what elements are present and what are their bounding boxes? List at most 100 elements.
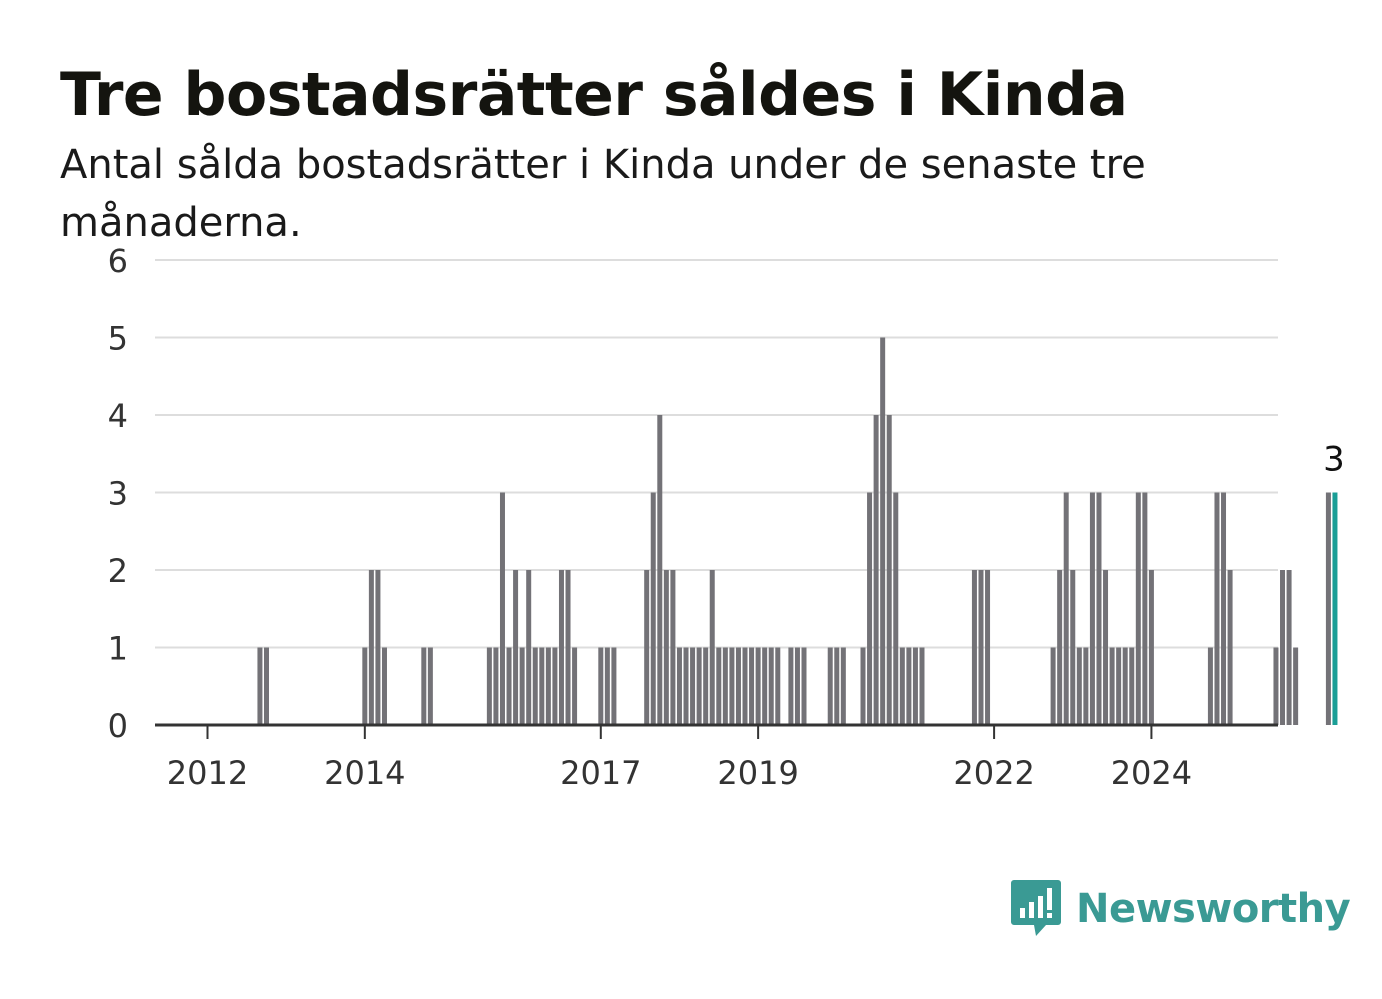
- bar: [565, 570, 571, 725]
- bar: [899, 647, 905, 725]
- bar: [1083, 647, 1089, 725]
- y-tick-label: 2: [108, 552, 128, 590]
- bar: [834, 647, 840, 725]
- x-axis: 2012 2014 2017 2019 2022 2024: [155, 723, 1278, 792]
- bar: [729, 647, 735, 725]
- bars: [257, 337, 1338, 725]
- bar: [644, 570, 650, 725]
- y-tick-label: 5: [108, 320, 128, 358]
- bar: [762, 647, 768, 725]
- x-tick-label: 2014: [324, 754, 405, 792]
- data-labels: 3: [1323, 440, 1345, 480]
- bar: [1214, 492, 1220, 725]
- bar: [1135, 492, 1141, 725]
- bar: [690, 647, 696, 725]
- highlight-bar: [1332, 492, 1338, 725]
- y-tick-label: 3: [108, 475, 128, 513]
- bar: [1089, 492, 1095, 725]
- brand-name: Newsworthy: [1076, 886, 1351, 932]
- bar: [1050, 647, 1056, 725]
- bar: [788, 647, 794, 725]
- bar: [683, 647, 689, 725]
- bar: [775, 647, 781, 725]
- bar: [735, 647, 741, 725]
- bar: [840, 647, 846, 725]
- bar: [1293, 647, 1299, 725]
- bar: [867, 492, 873, 725]
- bar: [545, 647, 551, 725]
- bar: [657, 415, 663, 725]
- bar: [375, 570, 381, 725]
- bar: [1280, 570, 1286, 725]
- bar: [873, 415, 879, 725]
- bar: [709, 570, 715, 725]
- bar: [716, 647, 722, 725]
- bar: [880, 337, 886, 725]
- bar: [486, 647, 492, 725]
- bar: [886, 415, 892, 725]
- bar: [1148, 570, 1154, 725]
- bar: [1116, 647, 1122, 725]
- bar: [670, 570, 676, 725]
- bar: [499, 492, 505, 725]
- bar: [1109, 647, 1115, 725]
- bar: [742, 647, 748, 725]
- bar: [1207, 647, 1213, 725]
- bar: [558, 570, 564, 725]
- bar: [1142, 492, 1148, 725]
- chart-title: Tre bostadsrätter såldes i Kinda: [60, 60, 1128, 130]
- newsworthy-logo-icon: [1011, 880, 1061, 936]
- bar: [506, 647, 512, 725]
- bar: [676, 647, 682, 725]
- y-tick-label: 6: [108, 242, 128, 280]
- bar: [368, 570, 374, 725]
- bar: [1076, 647, 1082, 725]
- bar: [978, 570, 984, 725]
- bar: [1057, 570, 1063, 725]
- bar: [971, 570, 977, 725]
- bar: [1070, 570, 1076, 725]
- x-tick-label: 2017: [560, 754, 641, 792]
- bar: [611, 647, 617, 725]
- bar: [604, 647, 610, 725]
- bar: [263, 647, 269, 725]
- bar: [827, 647, 833, 725]
- bar: [493, 647, 499, 725]
- bar: [1103, 570, 1109, 725]
- chart-subtitle: Antal sålda bostadsrätter i Kinda under …: [60, 142, 1146, 246]
- bar: [794, 647, 800, 725]
- bar: [572, 647, 578, 725]
- bar: [1227, 570, 1233, 725]
- bar: [362, 647, 368, 725]
- x-tick-label: 2022: [953, 754, 1034, 792]
- bar: [912, 647, 918, 725]
- bar: [703, 647, 709, 725]
- bar: [768, 647, 774, 725]
- bar: [257, 647, 263, 725]
- bar: [427, 647, 433, 725]
- grid-lines: [155, 259, 1278, 649]
- bar: [1063, 492, 1069, 725]
- bar: [893, 492, 899, 725]
- x-tick-label: 2019: [717, 754, 798, 792]
- bar: [1221, 492, 1227, 725]
- bar: [381, 647, 387, 725]
- bar: [1325, 492, 1331, 725]
- bar: [919, 647, 925, 725]
- newsworthy-logo: Newsworthy: [1010, 878, 1351, 940]
- bar: [513, 570, 519, 725]
- bar: [1286, 570, 1292, 725]
- y-tick-label: 4: [108, 397, 128, 435]
- bar: [985, 570, 991, 725]
- bar: [1273, 647, 1279, 725]
- bar: [1129, 647, 1135, 725]
- bar: [532, 647, 538, 725]
- y-tick-label: 0: [108, 707, 128, 745]
- bar: [722, 647, 728, 725]
- bar: [539, 647, 545, 725]
- bar: [598, 647, 604, 725]
- y-tick-label: 1: [108, 630, 128, 668]
- bar: [552, 647, 558, 725]
- latest-value-label: 3: [1323, 440, 1345, 480]
